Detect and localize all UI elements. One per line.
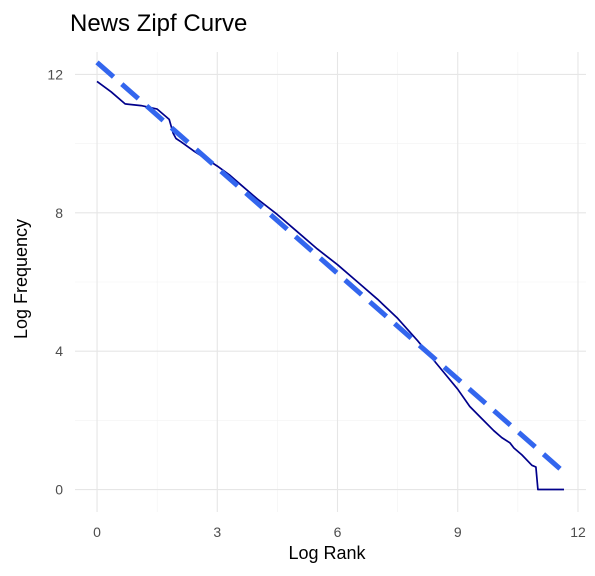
x-axis-title: Log Rank — [288, 543, 366, 563]
observed-line — [96, 80, 564, 491]
x-tick-label: 0 — [93, 524, 101, 540]
x-tick-label: 12 — [570, 524, 586, 540]
y-tick-label: 4 — [55, 343, 63, 359]
chart-title: News Zipf Curve — [70, 10, 247, 37]
series-layer — [95, 60, 566, 491]
y-tick-label: 0 — [55, 482, 63, 498]
y-tick-label: 12 — [47, 66, 63, 82]
y-tick-label: 8 — [55, 205, 63, 221]
y-tick-labels: 0 4 8 12 — [47, 66, 63, 497]
x-tick-label: 3 — [213, 524, 221, 540]
x-tick-label: 9 — [454, 524, 462, 540]
x-tick-label: 6 — [334, 524, 342, 540]
grid — [75, 52, 586, 512]
x-tick-labels: 0 3 6 9 12 — [93, 524, 586, 540]
fit-line — [95, 60, 566, 475]
y-axis-title: Log Frequency — [11, 219, 31, 339]
